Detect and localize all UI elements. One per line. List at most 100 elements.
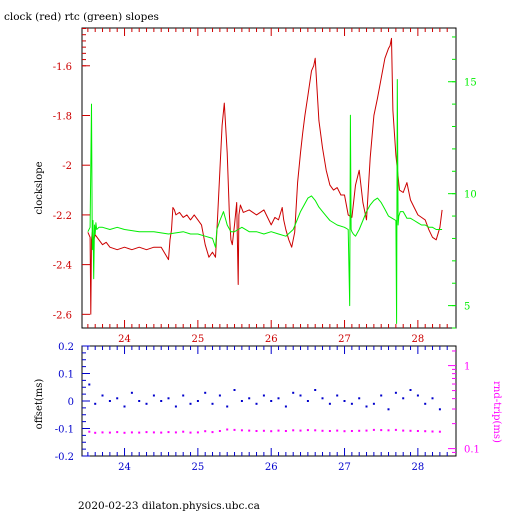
series-point-offset (182, 394, 185, 397)
series-point-offset (438, 408, 441, 411)
bottom-xtick-label: 26 (265, 462, 278, 473)
top-xtick-label: 27 (338, 334, 351, 345)
series-point-rnd-trip (394, 428, 397, 431)
bottom-ytick-label: 0.1 (58, 370, 74, 381)
series-point-offset (108, 400, 111, 402)
series-point-offset (284, 405, 287, 408)
top-panel: 24 25 26 27 28 -1.6 -1.8 -2 -2.2 -2.4 -2.6 15 10 5 cl… (34, 27, 477, 345)
series-line-clock (87, 37, 443, 315)
top-ytick-label: -2.6 (53, 310, 72, 321)
series-point-offset (88, 383, 91, 386)
bottom-ytick-label: 0.2 (58, 342, 74, 353)
series-point-offset (211, 402, 214, 405)
top-ytick-label: -2 (62, 161, 72, 172)
series-point-offset (328, 402, 331, 405)
bottom-y2tick-label: 1 (464, 362, 470, 373)
bottom-ticks-group: 24 25 26 27 28 0.2 0.1 0 -0.1 -0.2 1 0.1 (55, 342, 480, 473)
series-point-offset (270, 400, 273, 402)
series-point-rnd-trip (262, 429, 265, 432)
series-point-rnd-trip (409, 429, 412, 432)
series-point-offset (240, 400, 243, 402)
series-point-offset (160, 400, 163, 402)
series-point-offset (409, 389, 412, 391)
bottom-xtick-label: 25 (191, 462, 204, 473)
series-point-offset (365, 405, 368, 408)
series-point-rnd-trip (130, 431, 133, 434)
series-point-rnd-trip (438, 430, 441, 433)
series-point-rnd-trip (365, 429, 368, 432)
series-point-offset (277, 397, 280, 400)
series-point-offset (424, 402, 427, 405)
series-point-offset (314, 389, 317, 391)
top-xtick-label: 26 (265, 334, 278, 345)
series-point-offset (343, 400, 346, 402)
series-point-offset (196, 400, 199, 402)
series-point-rnd-trip (88, 430, 91, 433)
series-point-rnd-trip (358, 429, 361, 432)
series-point-rnd-trip (211, 431, 214, 434)
series-point-offset (255, 402, 258, 405)
series-point-rnd-trip (226, 428, 229, 431)
series-point-offset (218, 394, 221, 397)
series-point-offset (394, 391, 397, 394)
series-point-offset (94, 402, 97, 405)
bottom-xtick-label: 24 (118, 462, 131, 473)
chart-title: clock (red) rtc (green) slopes (4, 11, 159, 23)
series-point-rnd-trip (372, 428, 375, 431)
top-series-group (87, 37, 443, 324)
series-point-rnd-trip (101, 431, 104, 434)
series-point-offset (306, 400, 309, 402)
series-point-rnd-trip (182, 430, 185, 433)
series-point-rnd-trip (380, 429, 383, 432)
series-point-offset (336, 394, 339, 397)
series-point-rnd-trip (160, 431, 163, 434)
series-point-offset (233, 389, 236, 391)
series-point-rnd-trip (145, 431, 148, 434)
top-xtick-label: 28 (411, 334, 424, 345)
series-point-offset (380, 394, 383, 397)
series-point-offset (387, 408, 390, 411)
top-ytick-label: -2.2 (53, 211, 72, 222)
top-ytick-label: -1.8 (53, 111, 72, 122)
series-point-rnd-trip (167, 431, 170, 434)
top-y2tick-label: 5 (464, 302, 470, 313)
top-xtick-label: 24 (118, 334, 131, 345)
series-point-rnd-trip (402, 429, 405, 432)
series-point-rnd-trip (306, 429, 309, 432)
series-point-offset (372, 402, 375, 405)
series-point-rnd-trip (255, 430, 258, 432)
top-ytick-label: -2.4 (53, 261, 72, 272)
bottom-plot-frame (81, 345, 457, 457)
series-point-offset (116, 397, 119, 400)
series-point-offset (152, 394, 155, 397)
series-point-rnd-trip (204, 430, 207, 433)
top-ylabel: clockslope (34, 161, 45, 214)
series-point-offset (123, 405, 126, 408)
series-point-rnd-trip (248, 429, 251, 432)
top-plot-frame (81, 27, 457, 329)
series-point-offset (167, 397, 170, 400)
series-point-offset (402, 397, 405, 400)
series-point-rnd-trip (196, 431, 199, 434)
series-point-rnd-trip (424, 430, 427, 433)
bottom-y2tick-label: 0.1 (464, 445, 480, 456)
series-point-rnd-trip (277, 429, 280, 432)
bottom-series-group (88, 383, 441, 434)
bottom-ytick-label: 0 (68, 397, 74, 408)
series-point-rnd-trip (189, 431, 192, 434)
series-point-rnd-trip (292, 429, 295, 432)
bottom-ytick-label: -0.2 (55, 452, 74, 463)
series-point-offset (138, 400, 141, 402)
series-point-rnd-trip (284, 430, 287, 432)
series-point-rnd-trip (218, 430, 221, 432)
series-point-offset (248, 397, 251, 400)
top-ytick-label: -1.6 (53, 62, 72, 73)
series-point-rnd-trip (94, 431, 97, 434)
series-point-rnd-trip (152, 431, 155, 434)
series-point-offset (321, 397, 324, 400)
series-point-rnd-trip (314, 429, 317, 432)
series-point-offset (174, 405, 177, 408)
series-point-rnd-trip (174, 431, 177, 434)
series-point-rnd-trip (108, 431, 111, 434)
